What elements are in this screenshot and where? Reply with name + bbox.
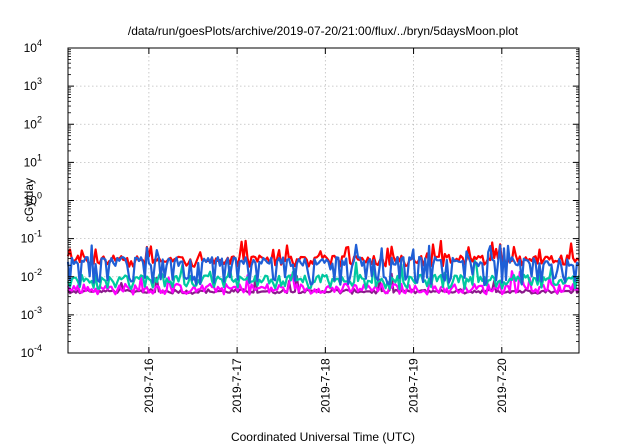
y-tick-label: 10-2: [21, 267, 42, 284]
y-tick-label: 104: [24, 38, 42, 55]
y-tick-label: 10-3: [21, 305, 42, 322]
x-tick-label: 2019-7-16: [142, 358, 156, 413]
x-axis-label: Coordinated Universal Time (UTC): [231, 430, 415, 444]
y-tick-label: 101: [24, 152, 42, 169]
x-axis: 2019-7-16 2019-7-17 2019-7-18 2019-7-19 2019…: [142, 48, 509, 413]
y-axis: 10-4 10-3 10-2 10-1 100 101 102 103 104: [21, 38, 579, 360]
chart-title: /data/run/goesPlots/archive/2019-07-20/2…: [128, 24, 519, 38]
y-tick-label: 100: [24, 191, 42, 208]
series-line: [67, 270, 580, 296]
y-tick-label: 10-1: [21, 229, 42, 246]
series-line: [66, 258, 580, 291]
x-tick-label: 2019-7-19: [407, 358, 421, 413]
x-tick-label: 2019-7-20: [495, 358, 509, 413]
series-line: [66, 239, 580, 268]
series-line: [66, 243, 580, 287]
x-tick-label: 2019-7-18: [318, 358, 332, 413]
series-group: [66, 239, 580, 296]
y-tick-label: 103: [24, 76, 42, 93]
x-tick-label: 2019-7-17: [230, 358, 244, 413]
grid-lines: [68, 48, 579, 353]
y-tick-label: 10-4: [21, 343, 42, 360]
y-tick-label: 102: [24, 114, 42, 131]
y-axis-label: cGy/day: [22, 178, 36, 222]
